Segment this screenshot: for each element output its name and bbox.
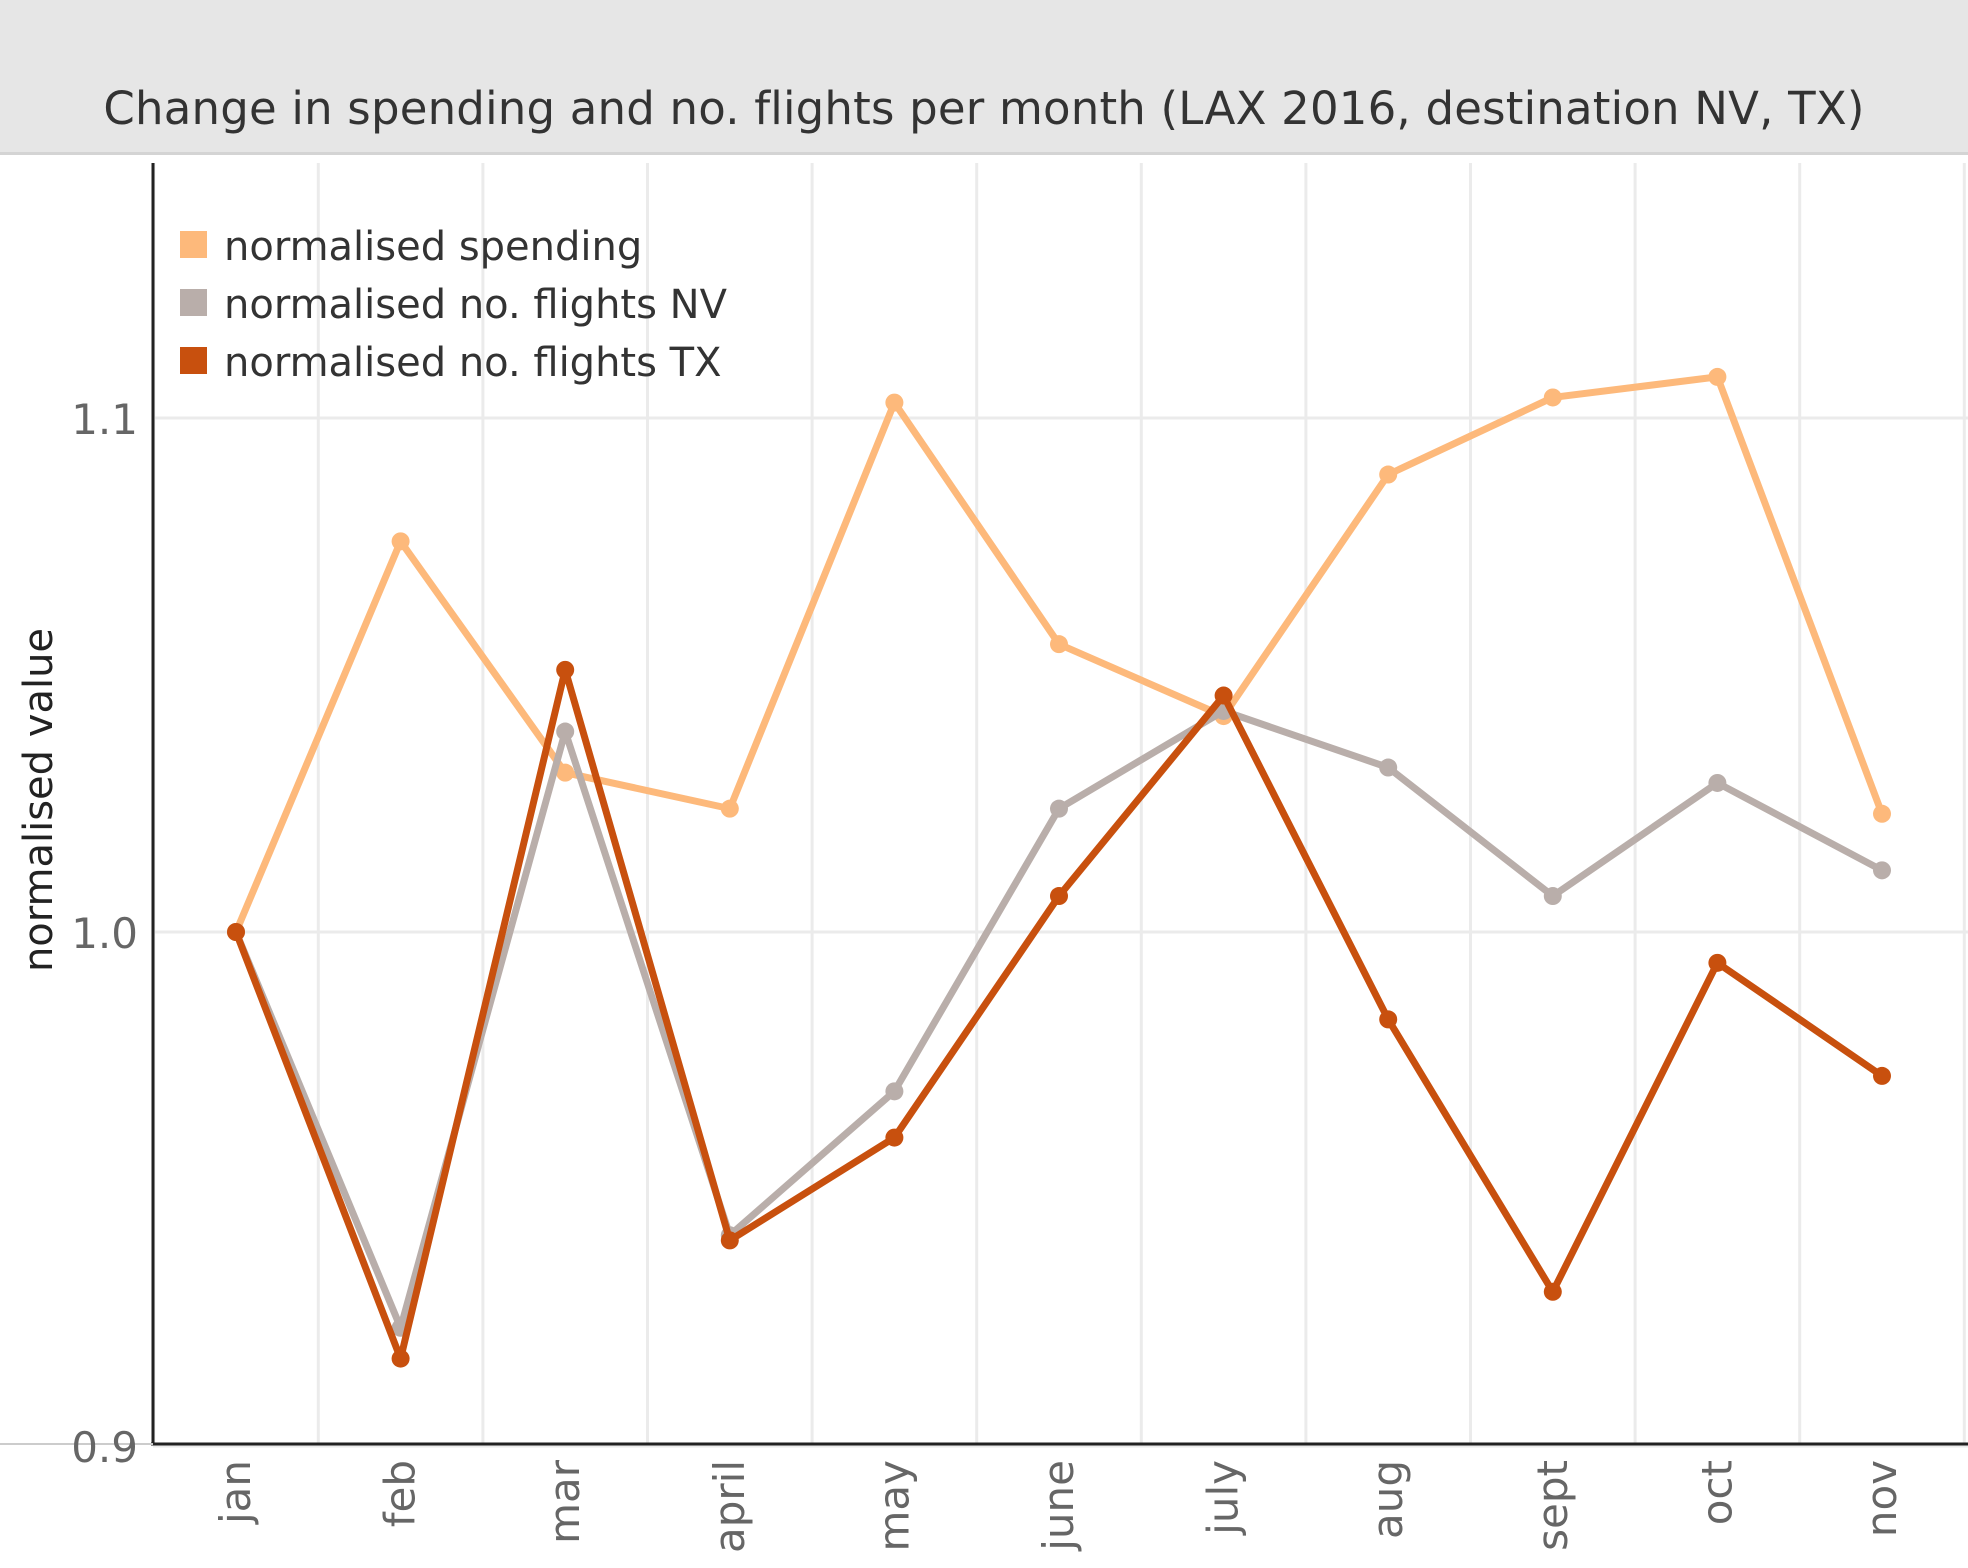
legend-swatch — [180, 289, 207, 316]
data-point — [1050, 887, 1068, 906]
data-point — [556, 660, 575, 679]
data-point — [1873, 1066, 1891, 1085]
legend-item: normalised spending — [180, 224, 642, 270]
gridlines — [152, 163, 1968, 1448]
data-point — [556, 722, 575, 741]
data-point — [720, 1231, 739, 1250]
data-point — [391, 1349, 410, 1368]
data-point — [720, 799, 739, 818]
x-tick-label: feb — [376, 1460, 425, 1527]
data-point — [1708, 367, 1727, 386]
data-point — [885, 393, 904, 412]
x-tick-label: june — [1034, 1460, 1083, 1552]
legend-label: normalised spending — [224, 224, 642, 270]
x-tick-label: jan — [211, 1460, 260, 1525]
legend-swatch — [180, 347, 207, 374]
data-point — [1543, 1282, 1562, 1301]
series-2 — [227, 701, 1891, 1337]
data-point — [1379, 465, 1398, 484]
data-point — [1708, 953, 1727, 972]
data-point — [1379, 1010, 1398, 1029]
y-axis-ticks: 0.9 1.0 1.1 — [71, 395, 138, 1472]
data-point — [227, 923, 245, 941]
data-point — [885, 1128, 904, 1147]
data-point — [1543, 388, 1562, 407]
data-point — [1050, 635, 1068, 654]
data-point — [1873, 861, 1891, 880]
y-axis-label: normalised value — [16, 628, 62, 972]
data-point — [1379, 758, 1398, 777]
data-point — [556, 763, 575, 782]
y-tick-label: 1.1 — [71, 395, 138, 444]
title-bar: Change in spending and no. flights per m… — [0, 0, 1968, 155]
x-tick-label: aug — [1363, 1460, 1412, 1539]
legend-item: normalised no. flights TX — [180, 340, 722, 386]
legend-label: normalised no. flights NV — [224, 282, 728, 328]
x-tick-label: may — [869, 1460, 918, 1552]
chart-title: Change in spending and no. flights per m… — [103, 82, 1865, 135]
x-tick-label: nov — [1857, 1460, 1906, 1537]
series-3 — [227, 660, 1891, 1368]
data-point — [1873, 804, 1891, 823]
axes — [0, 163, 1968, 1446]
legend-swatch — [180, 231, 207, 258]
data-point — [885, 1082, 904, 1101]
x-tick-label: july — [1199, 1460, 1248, 1536]
legend-item: normalised no. flights NV — [180, 282, 728, 328]
series-1 — [227, 367, 1891, 941]
x-tick-label: oct — [1692, 1460, 1741, 1525]
legend-label: normalised no. flights TX — [224, 340, 722, 386]
x-tick-label: mar — [540, 1459, 589, 1544]
data-point — [391, 532, 410, 551]
x-tick-label: sept — [1528, 1460, 1577, 1551]
y-tick-label: 0.9 — [71, 1423, 138, 1472]
series-layer — [227, 367, 1891, 1368]
legend: normalised spending normalised no. flight… — [180, 224, 728, 386]
x-axis-ticks: jan feb mar april may june july aug sept oct nov — [211, 1459, 1906, 1553]
data-point — [1214, 686, 1233, 705]
data-point — [1708, 773, 1727, 792]
x-tick-label: april — [705, 1460, 754, 1553]
data-point — [1543, 887, 1562, 906]
y-tick-label: 1.0 — [71, 909, 138, 958]
data-point — [1050, 799, 1068, 818]
